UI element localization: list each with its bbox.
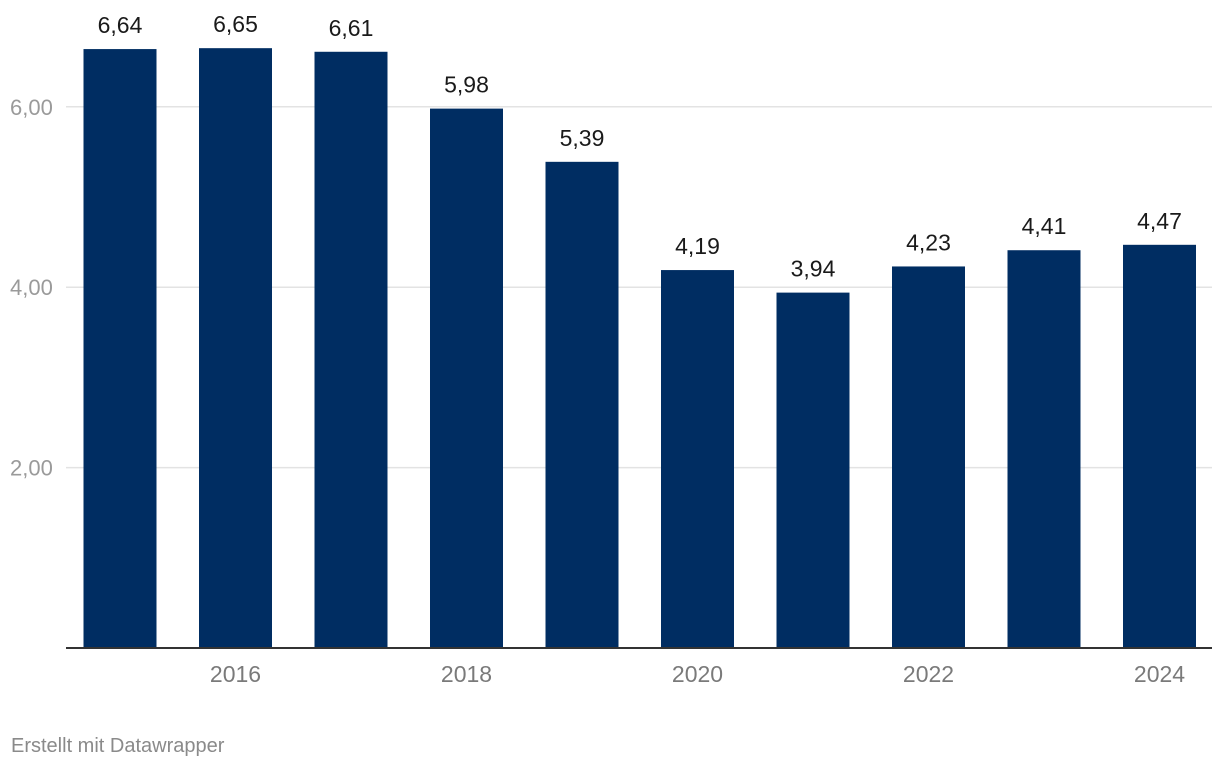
bar-2022	[892, 266, 965, 648]
x-tick-label-2024: 2024	[1134, 661, 1185, 687]
bar-2024	[1123, 244, 1196, 648]
value-label-2023: 4,41	[1022, 213, 1067, 239]
x-tick-label-2022: 2022	[903, 661, 954, 687]
footer-credit: Erstellt mit Datawrapper	[11, 735, 225, 757]
value-label-2015: 6,64	[98, 12, 143, 38]
value-label-2016: 6,65	[213, 11, 258, 37]
bar-2023	[1007, 250, 1081, 648]
value-label-2018: 5,98	[444, 72, 489, 98]
value-label-2024: 4,47	[1137, 208, 1182, 234]
y-tick-label: 4,00	[10, 275, 53, 300]
bar-2018	[430, 108, 503, 648]
bar-2015	[83, 49, 157, 648]
x-axis: 2016 2018 2020 2022 2024	[66, 647, 1212, 687]
value-label-2017: 6,61	[329, 15, 374, 41]
y-tick-label: 2,00	[10, 456, 53, 481]
x-tick-label-2020: 2020	[672, 661, 723, 687]
bar-2017	[314, 51, 388, 648]
value-label-2022: 4,23	[906, 229, 951, 255]
bar-2021	[776, 292, 850, 648]
x-tick-label-2016: 2016	[210, 661, 261, 687]
bar-2020	[661, 270, 734, 648]
x-tick-label-2018: 2018	[441, 661, 492, 687]
bars	[83, 48, 1196, 649]
y-tick-label: 6,00	[10, 95, 53, 120]
bar-chart: 2,00 4,00 6,00 6,64 6,65 6,61 5,98 5,39 4,19 3,9…	[10, 11, 1212, 687]
value-label-2020: 4,19	[675, 233, 720, 259]
value-labels: 6,64 6,65 6,61 5,98 5,39 4,19 3,94 4,23 4,41 4,47	[98, 11, 1182, 281]
value-label-2019: 5,39	[560, 125, 605, 151]
value-label-2021: 3,94	[791, 256, 836, 282]
bar-2019	[545, 161, 619, 648]
bar-2016	[199, 48, 272, 649]
